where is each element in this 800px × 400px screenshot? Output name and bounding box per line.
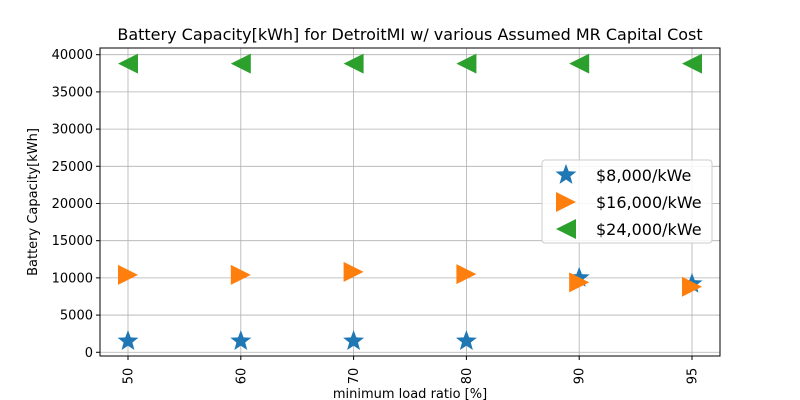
data-point (230, 53, 251, 74)
data-point (682, 53, 702, 74)
legend-label: $16,000/kWe (596, 193, 702, 212)
y-tick-label: 25000 (52, 160, 93, 175)
x-axis-label: minimum load ratio [%] (333, 387, 487, 400)
y-tick-label: 40000 (52, 48, 93, 63)
y-tick-label: 5000 (60, 309, 93, 324)
data-marks (117, 53, 703, 351)
data-point (456, 264, 477, 285)
data-point (455, 330, 477, 351)
x-tick-label: 50 (122, 368, 137, 385)
legend-marker (556, 192, 576, 212)
data-point (230, 330, 252, 351)
data-point (343, 53, 364, 74)
chart-title: Battery Capacity[kWh] for DetroitMI w/ v… (117, 25, 702, 44)
legend-label: $24,000/kWe (596, 220, 702, 239)
y-axis: 0 5000 10000 15000 20000 25000 30000 35000 40000 (52, 48, 100, 361)
legend-marker (555, 164, 577, 184)
x-tick-label: 95 (686, 368, 701, 385)
data-point (682, 276, 702, 297)
data-point (343, 330, 365, 351)
data-point (568, 266, 590, 287)
series-2 (118, 261, 702, 297)
y-tick-label: 15000 (52, 234, 93, 249)
y-axis-label: Battery Capacity[kWh] (26, 128, 41, 276)
data-point (456, 53, 477, 74)
legend-box (541, 159, 713, 244)
data-point (118, 264, 138, 285)
data-point (117, 330, 139, 351)
x-tick-label: 90 (573, 368, 588, 385)
data-point (569, 272, 590, 293)
legend-label: $8,000/kWe (596, 166, 691, 185)
x-tick-label: 80 (460, 368, 475, 385)
plot-frame (99, 47, 721, 357)
legend-marker (556, 219, 576, 239)
y-tick-label: 20000 (52, 197, 93, 212)
legend: $8,000/kWe $16,000/kWe $24,000/kWe (541, 159, 713, 244)
x-tick-label: 70 (347, 368, 362, 385)
x-tick-label: 60 (234, 368, 249, 385)
x-axis: 50 60 70 80 90 95 (122, 356, 701, 384)
y-tick-label: 0 (85, 346, 93, 361)
data-point (118, 53, 138, 74)
y-tick-label: 35000 (52, 85, 93, 100)
y-tick-label: 30000 (52, 123, 93, 138)
y-tick-label: 10000 (52, 271, 93, 286)
data-point (343, 261, 364, 282)
series-3 (118, 53, 702, 74)
series-1 (117, 266, 703, 351)
data-point (230, 264, 251, 285)
data-point (569, 53, 590, 74)
